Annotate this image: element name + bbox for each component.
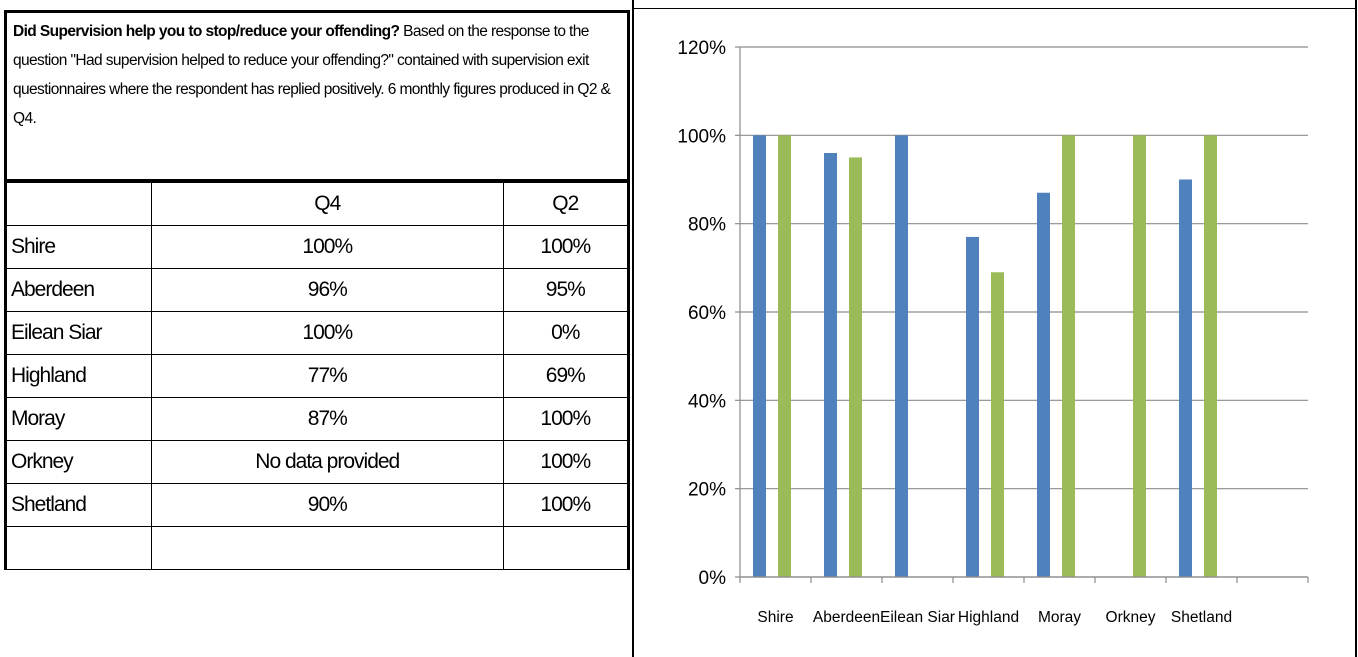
row-label: Moray	[4, 397, 152, 441]
y-tick-label: 0%	[699, 568, 727, 589]
y-tick-label: 60%	[688, 303, 726, 324]
bar-series-1	[1037, 192, 1050, 577]
value-cell: 100%	[502, 225, 631, 269]
row-label: Orkney	[4, 440, 152, 484]
value-cell: 100%	[502, 440, 631, 484]
bar-series-1	[966, 236, 979, 577]
bar-series-1	[1179, 179, 1192, 577]
value-cell: 95%	[502, 268, 631, 312]
table-row: Orkney No data provided 100%	[4, 440, 631, 484]
table-row: Shire 100% 100%	[4, 225, 631, 269]
x-category-label: Eilean Siar	[880, 609, 955, 626]
value-cell: 100%	[502, 483, 631, 527]
value-cell: 96%	[151, 268, 504, 312]
table-row: Eilean Siar 100% 0%	[4, 311, 631, 355]
bar-series-1	[895, 135, 908, 577]
bar-series-2	[1133, 135, 1146, 577]
row-label: Shire	[4, 225, 152, 269]
bar-series-2	[991, 272, 1004, 577]
table-header-cell: Q2	[502, 182, 631, 226]
x-category-label: Moray	[1038, 609, 1081, 626]
value-cell: 69%	[502, 354, 631, 398]
bar-series-2	[1204, 135, 1217, 577]
table-panel: Did Supervision help you to stop/reduce …	[0, 0, 632, 657]
y-tick-label: 100%	[677, 126, 726, 147]
table-row	[4, 526, 631, 570]
value-cell: No data provided	[151, 440, 504, 484]
x-category-label: Highland	[958, 609, 1019, 626]
description-text: Based on the response to the question "H…	[13, 23, 611, 127]
y-tick-label: 40%	[688, 391, 726, 412]
table-row: Moray 87% 100%	[4, 397, 631, 441]
table-header-row: Q4 Q2	[4, 182, 631, 226]
bar-series-1	[824, 153, 837, 577]
table-row: Aberdeen 96% 95%	[4, 268, 631, 312]
bar-series-1	[753, 135, 766, 577]
bar-series-2	[849, 157, 862, 577]
panel-divider	[632, 0, 634, 657]
x-category-label: Shire	[757, 609, 793, 626]
bar-chart: 0% 20% 40% 60% 80% 100% 120% Shire Aberdeen Eilea…	[677, 38, 1309, 626]
description-title: Did Supervision help you to stop/reduce …	[13, 23, 400, 40]
value-cell: 100%	[151, 311, 504, 355]
table-row: Highland 77% 69%	[4, 354, 631, 398]
row-label	[4, 526, 152, 570]
value-cell	[502, 526, 631, 570]
x-category-label: Aberdeen	[813, 609, 880, 626]
data-table: Q4 Q2 Shire 100% 100% Aberdeen 96% 95% Eilean Si…	[4, 182, 631, 570]
x-category-label: Orkney	[1106, 609, 1156, 626]
value-cell	[151, 526, 504, 570]
value-cell: 100%	[502, 397, 631, 441]
value-cell: 0%	[502, 311, 631, 355]
row-label: Highland	[4, 354, 152, 398]
table-row: Shetland 90% 100%	[4, 483, 631, 527]
row-label: Aberdeen	[4, 268, 152, 312]
table-header-cell: Q4	[151, 182, 504, 226]
y-tick-label: 120%	[677, 38, 726, 59]
row-label: Eilean Siar	[4, 311, 152, 355]
row-label: Shetland	[4, 483, 152, 527]
value-cell: 77%	[151, 354, 504, 398]
value-cell: 90%	[151, 483, 504, 527]
top-border	[634, 8, 1356, 9]
table-header-cell	[4, 182, 152, 226]
bar-series-2	[1062, 135, 1075, 577]
bar-series-2	[778, 135, 791, 577]
value-cell: 87%	[151, 397, 504, 441]
description-box: Did Supervision help you to stop/reduce …	[4, 10, 630, 182]
y-tick-label: 20%	[688, 480, 726, 501]
y-tick-label: 80%	[688, 215, 726, 236]
right-border	[1355, 0, 1357, 657]
value-cell: 100%	[151, 225, 504, 269]
x-category-label: Shetland	[1171, 609, 1232, 626]
